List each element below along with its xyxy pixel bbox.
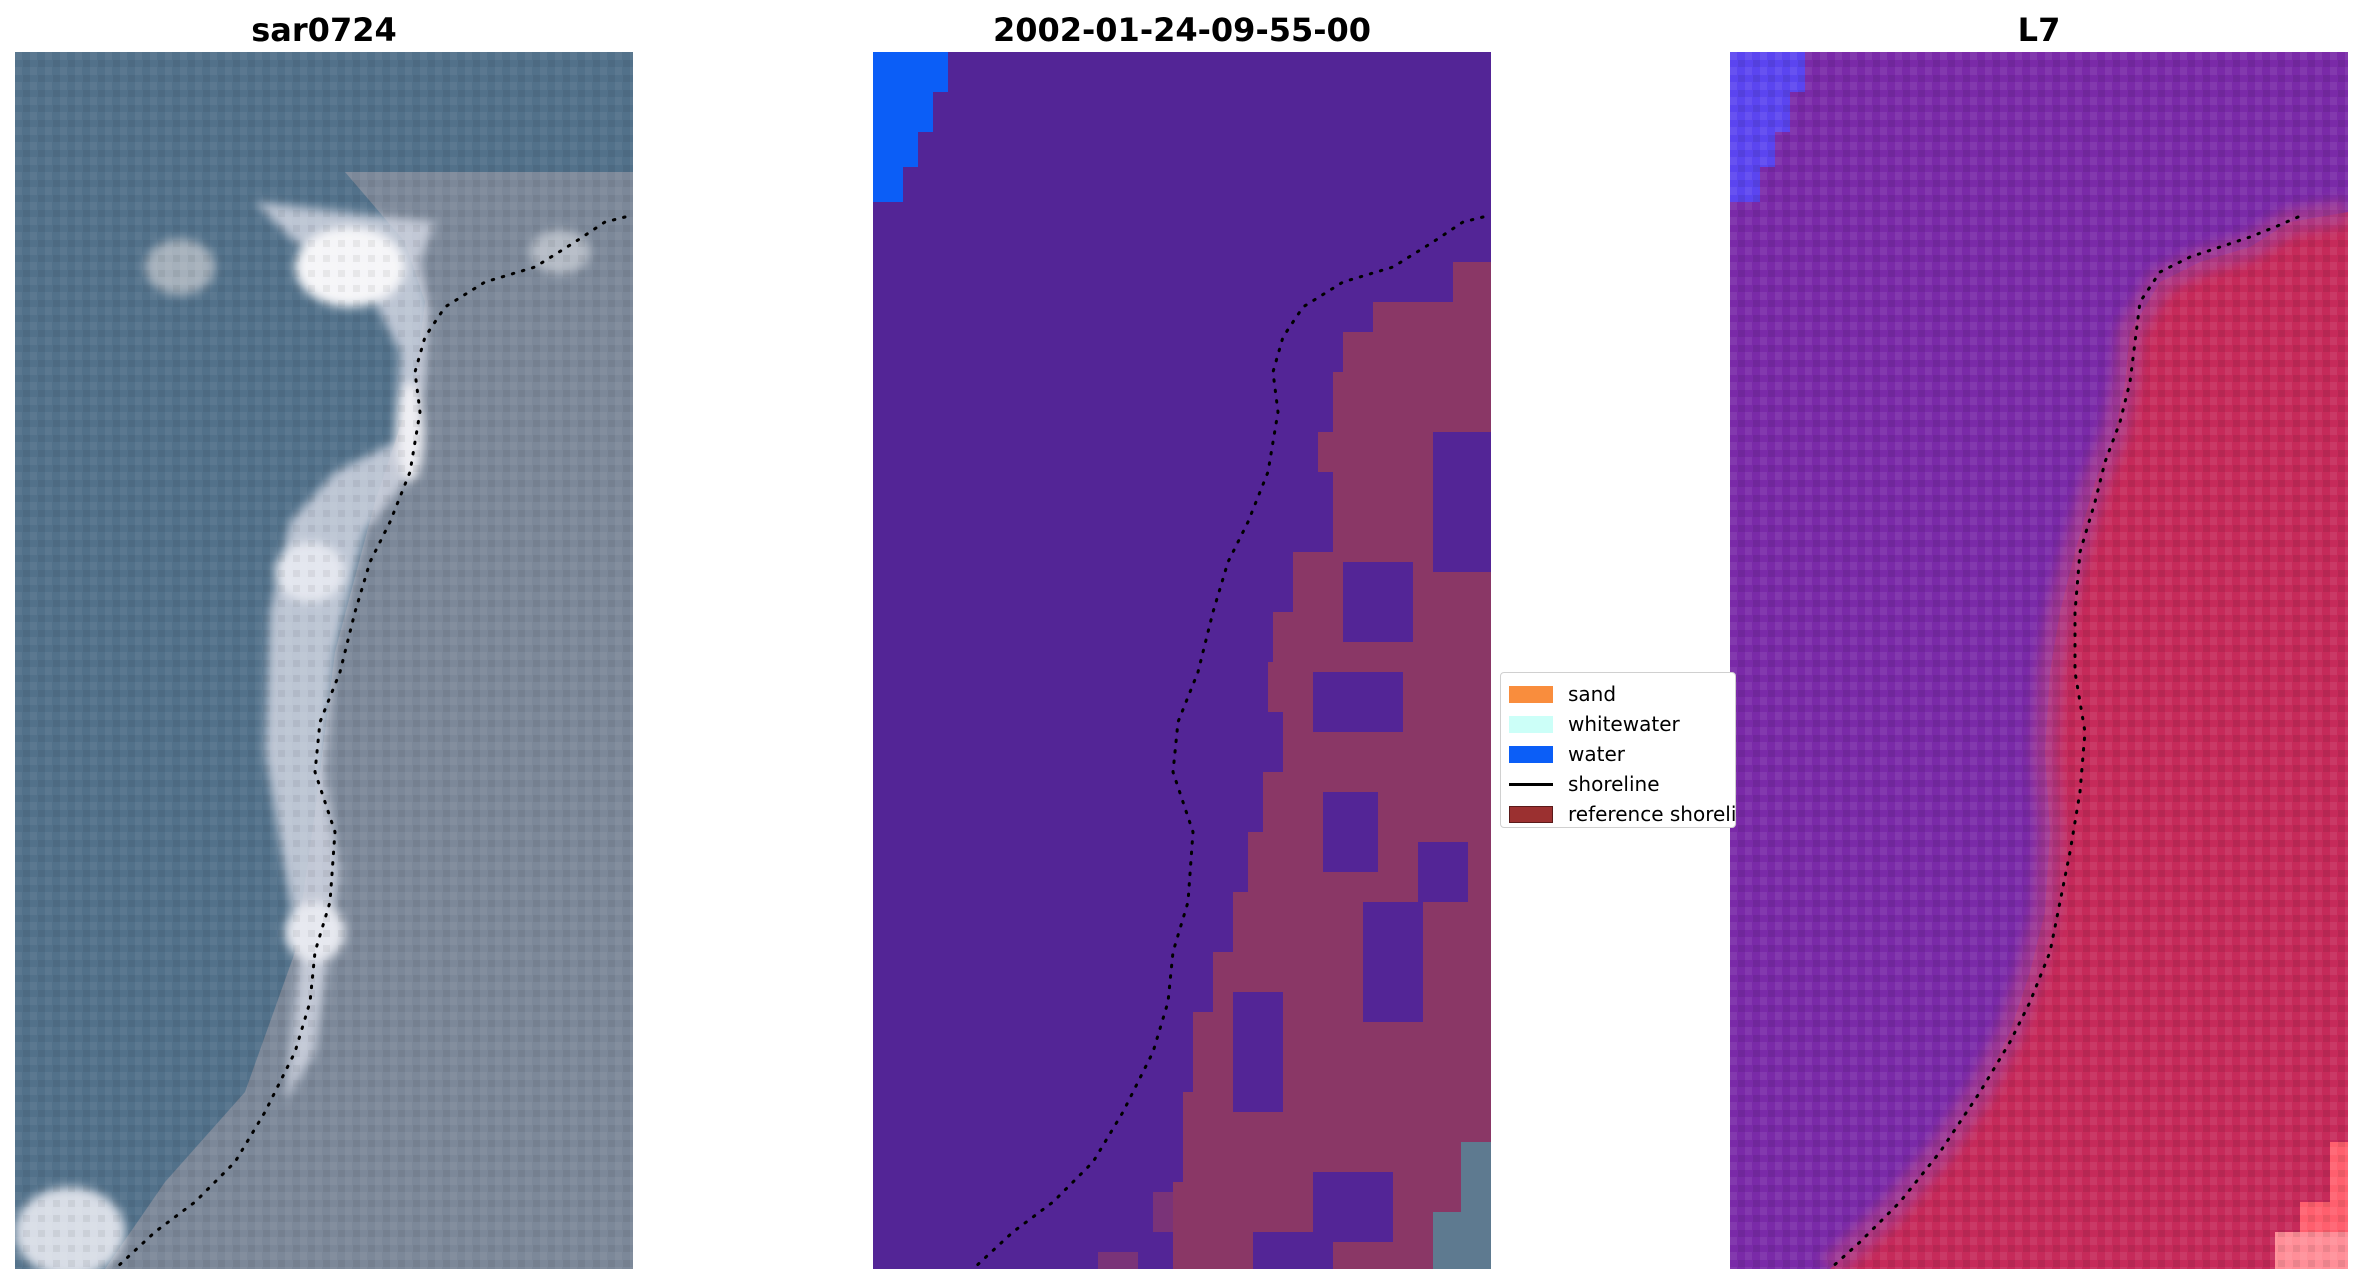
reference-shoreline-swatch bbox=[1509, 806, 1553, 823]
legend-item-whitewater: whitewater bbox=[1501, 709, 1735, 739]
legend-item-shoreline: shoreline bbox=[1501, 769, 1735, 799]
legend-label-sand: sand bbox=[1568, 682, 1617, 706]
sand-swatch bbox=[1509, 686, 1553, 703]
legend-item-water: water bbox=[1501, 739, 1735, 769]
rgb-image-panel bbox=[15, 52, 633, 1269]
legend-item-sand: sand bbox=[1501, 679, 1735, 709]
index-shoreline bbox=[1828, 215, 2300, 1269]
panel-title-classified: 2002-01-24-09-55-00 bbox=[992, 11, 1372, 49]
classified-shoreline bbox=[971, 215, 1485, 1269]
whitewater-swatch bbox=[1509, 716, 1553, 733]
legend-label-shoreline: shoreline bbox=[1568, 772, 1660, 796]
classified-land-fringe bbox=[1098, 1192, 1173, 1269]
legend-label-reference-shoreline: reference shoreline bbox=[1568, 802, 1736, 826]
shoreline-swatch bbox=[1509, 783, 1553, 786]
classified-image-panel bbox=[873, 52, 1491, 1269]
water-swatch bbox=[1509, 746, 1553, 763]
rgb-shoreline bbox=[113, 215, 627, 1269]
legend: sand whitewater water shoreline referenc… bbox=[1500, 672, 1736, 828]
classified-water-area bbox=[873, 52, 948, 202]
panel-title-rgb: sar0724 bbox=[251, 11, 397, 49]
classified-unclassified-patches bbox=[1433, 1142, 1491, 1269]
classified-image bbox=[873, 52, 1491, 1269]
rgb-image bbox=[15, 52, 633, 1269]
legend-label-whitewater: whitewater bbox=[1568, 712, 1680, 736]
legend-label-water: water bbox=[1568, 742, 1625, 766]
classified-water-patches bbox=[1233, 432, 1491, 1269]
index-image bbox=[1730, 52, 2348, 1269]
panel-title-index: L7 bbox=[2017, 11, 2061, 49]
legend-item-reference-shoreline: reference shoreline bbox=[1501, 799, 1736, 827]
index-image-panel bbox=[1730, 52, 2348, 1269]
